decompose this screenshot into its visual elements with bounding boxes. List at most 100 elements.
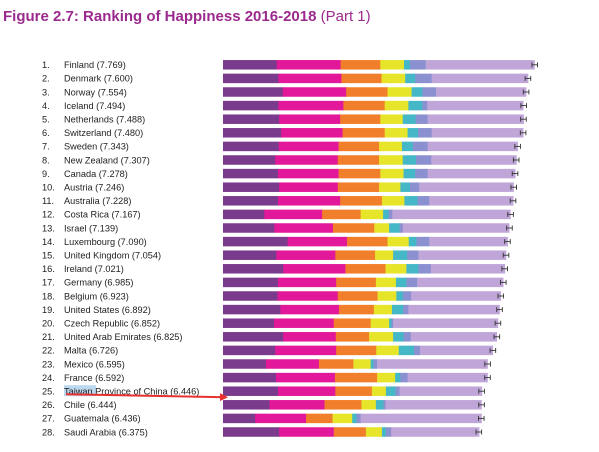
bar-segment-ireland-6 — [418, 264, 432, 274]
bar-segment-czech-republic-6 — [391, 318, 394, 328]
bar-segment-finland-3 — [340, 60, 381, 70]
country-label-israel: Israel (7.139) — [64, 223, 118, 233]
country-label-united-kingdom: United Kingdom (7.054) — [64, 251, 161, 261]
rank-number-new-zealand: 8. — [42, 155, 50, 165]
country-label-united-arab-emirates: United Arab Emirates (6.825) — [64, 332, 182, 342]
rank-number-denmark: 2. — [42, 74, 50, 84]
bar-segment-canada-4 — [380, 168, 404, 179]
bar-segment-switzerland-3 — [342, 128, 386, 138]
country-label-australia: Australia (7.228) — [64, 196, 131, 206]
bar-segment-mexico-7 — [377, 359, 488, 369]
country-label-malta: Malta (6.726) — [64, 346, 118, 356]
error-bar-luxembourg — [504, 239, 511, 245]
bar-segment-mexico-5 — [370, 359, 374, 369]
rank-number-belgium: 18. — [42, 291, 55, 301]
bar-segment-costa-rica-6 — [388, 209, 393, 220]
country-label-netherlands: Netherlands (7.488) — [64, 115, 145, 125]
country-label-norway: Norway (7.554) — [64, 87, 127, 97]
error-bar-sweden — [514, 143, 521, 149]
country-label-germany: Germany (6.985) — [64, 278, 133, 288]
bar-segment-czech-republic-4 — [370, 318, 390, 328]
bar-segment-france-5 — [395, 372, 401, 383]
rank-number-france: 24. — [42, 373, 55, 383]
bar-segment-new-zealand-7 — [431, 155, 517, 165]
bar-segment-ireland-7 — [430, 264, 506, 274]
bar-segment-czech-republic-3 — [333, 318, 372, 328]
bar-segment-united-arab-emirates-2 — [283, 332, 337, 342]
bar-segment-malta-4 — [376, 345, 400, 356]
bar-segment-austria-6 — [409, 182, 420, 192]
bar-segment-new-zealand-4 — [379, 155, 404, 165]
bar-segment-finland-6 — [409, 60, 427, 70]
bar-segment-sweden-5 — [401, 141, 414, 152]
bar-segment-mexico-2 — [265, 359, 320, 369]
country-label-belgium: Belgium (6.923) — [64, 291, 129, 301]
error-bar-australia — [509, 198, 517, 204]
bar-segment-belgium-5 — [396, 291, 404, 301]
error-bar-canada — [511, 171, 519, 177]
highlight-overlay — [65, 393, 228, 402]
bar-segment-guatemala-1 — [223, 413, 256, 424]
bar-segment-ireland-2 — [283, 264, 346, 274]
bar-segment-saudi-arabia-7 — [391, 427, 480, 437]
bar-segment-sweden-7 — [427, 141, 518, 152]
bar-segment-ireland-3 — [345, 264, 386, 274]
bar-segment-united-kingdom-1 — [223, 250, 277, 260]
rank-number-ireland: 16. — [42, 264, 55, 274]
bar-segment-costa-rica-5 — [383, 209, 390, 220]
bar-segment-chile-2 — [269, 400, 325, 410]
bar-segment-switzerland-1 — [223, 128, 282, 138]
bar-segment-chile-1 — [223, 400, 270, 410]
bar-segment-sweden-1 — [223, 141, 280, 152]
country-label-chile: Chile (6.444) — [64, 400, 117, 410]
bar-segment-united-kingdom-4 — [375, 250, 394, 260]
bar-segment-czech-republic-1 — [223, 318, 275, 328]
rank-number-chile: 26. — [42, 400, 55, 410]
rank-number-iceland: 4. — [42, 101, 50, 111]
error-bar-taiwan-province-of-china — [478, 388, 485, 394]
bar-segment-new-zealand-2 — [275, 155, 339, 165]
country-label-costa-rica: Costa Rica (7.167) — [64, 210, 141, 220]
bar-segment-australia-7 — [429, 196, 514, 206]
bar-segment-france-2 — [275, 372, 336, 383]
bar-segment-united-states-5 — [391, 304, 404, 315]
country-label-canada: Canada (7.278) — [64, 169, 128, 179]
bar-segment-switzerland-2 — [281, 128, 343, 138]
bar-segment-finland-1 — [223, 60, 278, 70]
bar-segment-luxembourg-6 — [416, 236, 430, 247]
error-bar-united-arab-emirates — [493, 334, 501, 340]
bar-segment-guatemala-2 — [255, 413, 307, 424]
bar-segment-guatemala-3 — [306, 413, 333, 424]
bar-segment-israel-3 — [332, 223, 375, 233]
figure-title: Figure 2.7: Ranking of Happiness 2016-20… — [3, 8, 371, 25]
bar-segment-malta-6 — [413, 345, 421, 356]
bar-segment-luxembourg-5 — [408, 236, 417, 247]
bar-segment-new-zealand-3 — [337, 155, 380, 165]
bar-segment-netherlands-4 — [380, 114, 404, 124]
bar-segment-germany-4 — [375, 277, 397, 288]
rank-number-united-arab-emirates: 21. — [42, 332, 55, 342]
error-bar-finland — [531, 62, 538, 68]
bar-segment-mexico-4 — [353, 359, 372, 369]
error-bar-germany — [500, 279, 507, 285]
bar-segment-new-zealand-1 — [223, 155, 276, 165]
bar-segment-norway-2 — [282, 87, 347, 97]
bar-segment-united-kingdom-2 — [276, 250, 336, 260]
bar-segment-costa-rica-1 — [223, 209, 265, 220]
bar-segment-denmark-1 — [223, 73, 279, 84]
bar-segment-guatemala-5 — [352, 413, 358, 424]
bar-segment-norway-4 — [387, 87, 412, 97]
bar-segment-norway-7 — [436, 87, 527, 97]
stacked-bars — [223, 60, 538, 437]
bar-segment-finland-2 — [276, 60, 341, 70]
bar-segment-luxembourg-3 — [346, 236, 388, 247]
error-bar-mexico — [484, 361, 491, 367]
bar-segment-netherlands-2 — [279, 114, 341, 124]
rank-number-sweden: 7. — [42, 142, 50, 152]
bar-segment-france-4 — [377, 372, 396, 383]
bar-segment-taiwan-province-of-china-5 — [385, 386, 396, 396]
error-bar-france — [484, 375, 491, 381]
bar-segment-united-kingdom-3 — [335, 250, 376, 260]
bar-segment-israel-7 — [402, 223, 510, 233]
bar-segment-israel-6 — [399, 223, 404, 233]
